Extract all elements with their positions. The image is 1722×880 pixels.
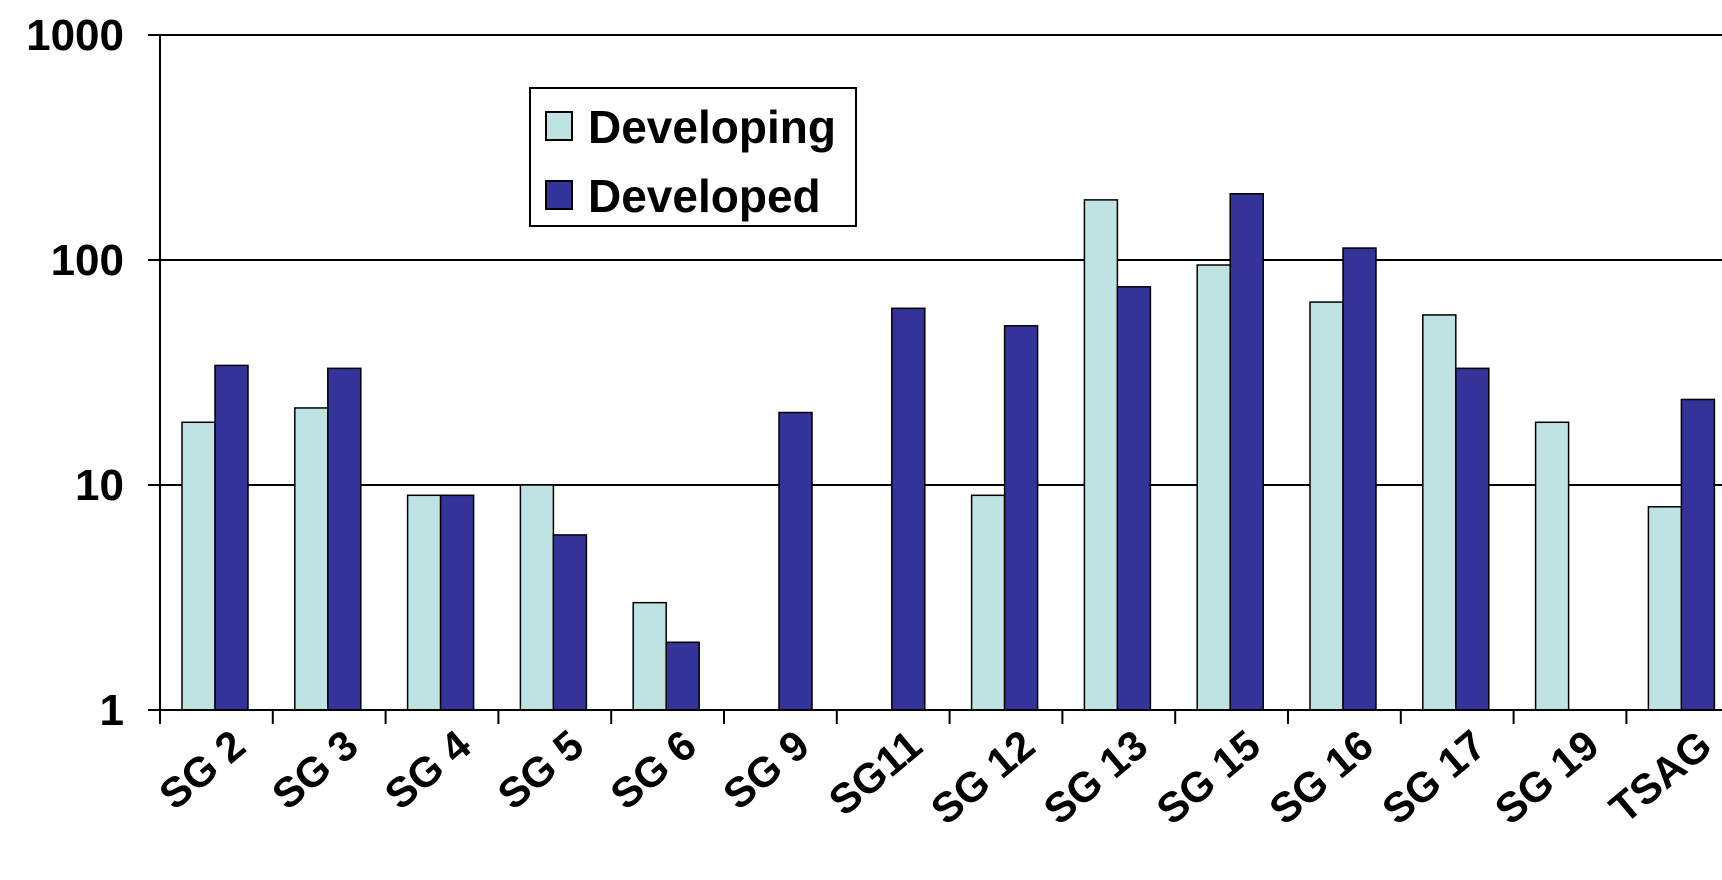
bar-developed-sg16: [1342, 247, 1377, 711]
bar-developing-sg17: [1422, 314, 1457, 711]
x-tick-label: TSAG: [1601, 721, 1721, 832]
x-tick-label: SG 16: [1260, 721, 1381, 834]
y-tick-labels: 1 10 100 1000: [26, 11, 124, 735]
bar-developing-sg4: [406, 494, 442, 711]
legend-swatch-developing: [545, 111, 573, 141]
bar-developing-sg2: [181, 421, 216, 711]
y-tick-label: 1000: [26, 11, 124, 60]
bar-developed-sg17: [1455, 367, 1490, 711]
x-tick-label: SG11: [820, 721, 931, 825]
x-tick-label: SG 2: [150, 721, 254, 819]
x-tick-label: SG 5: [489, 721, 593, 819]
bar-developed-tsag: [1680, 398, 1716, 711]
x-tick-label: SG 12: [922, 721, 1043, 834]
axes: [148, 34, 1722, 724]
bar-developing-sg15: [1196, 264, 1231, 711]
x-tick-label: SG 19: [1486, 721, 1607, 834]
legend-swatch-developed: [545, 180, 573, 210]
bar-developed-sg4: [439, 494, 475, 711]
x-tick-label: SG 3: [263, 721, 367, 819]
bar-developed-sg11: [891, 307, 926, 711]
bar-developed-sg13: [1116, 286, 1152, 711]
x-tick-label: SG 13: [1035, 721, 1156, 834]
bar-developing-tsag: [1647, 506, 1683, 711]
bar-developed-sg2: [214, 364, 249, 711]
bar-developing-sg13: [1083, 199, 1119, 711]
legend-label-developed: Developed: [588, 170, 821, 222]
bar-developed-sg15: [1229, 192, 1264, 711]
legend-box: [529, 87, 857, 227]
bar-developing-sg16: [1309, 301, 1344, 711]
bar-developed-sg6: [665, 641, 700, 711]
bar-developing-sg12: [970, 494, 1006, 711]
bar-developed-sg3: [327, 367, 362, 711]
legend: Developing Developed: [529, 87, 857, 227]
bar-developing-sg19: [1534, 421, 1570, 711]
x-tick-label: SG 17: [1373, 721, 1494, 834]
bars: [181, 192, 1716, 711]
y-tick-label: 100: [51, 236, 124, 285]
bar-developing-sg6: [632, 601, 667, 711]
legend-label-developing: Developing: [588, 101, 836, 153]
bar-developing-sg3: [294, 407, 329, 711]
y-tick-label: 1: [100, 686, 124, 735]
bar-developed-sg9: [778, 411, 813, 711]
bar-developed-sg5: [552, 534, 588, 711]
x-tick-label: SG 9: [714, 721, 818, 819]
x-tick-label: SG 15: [1148, 721, 1269, 834]
x-tick-label: SG 6: [601, 721, 705, 819]
bar-developing-sg5: [519, 484, 555, 711]
y-tick-label: 10: [75, 461, 124, 510]
x-tick-label: SG 4: [376, 720, 480, 818]
bar-developed-sg12: [1003, 325, 1039, 711]
